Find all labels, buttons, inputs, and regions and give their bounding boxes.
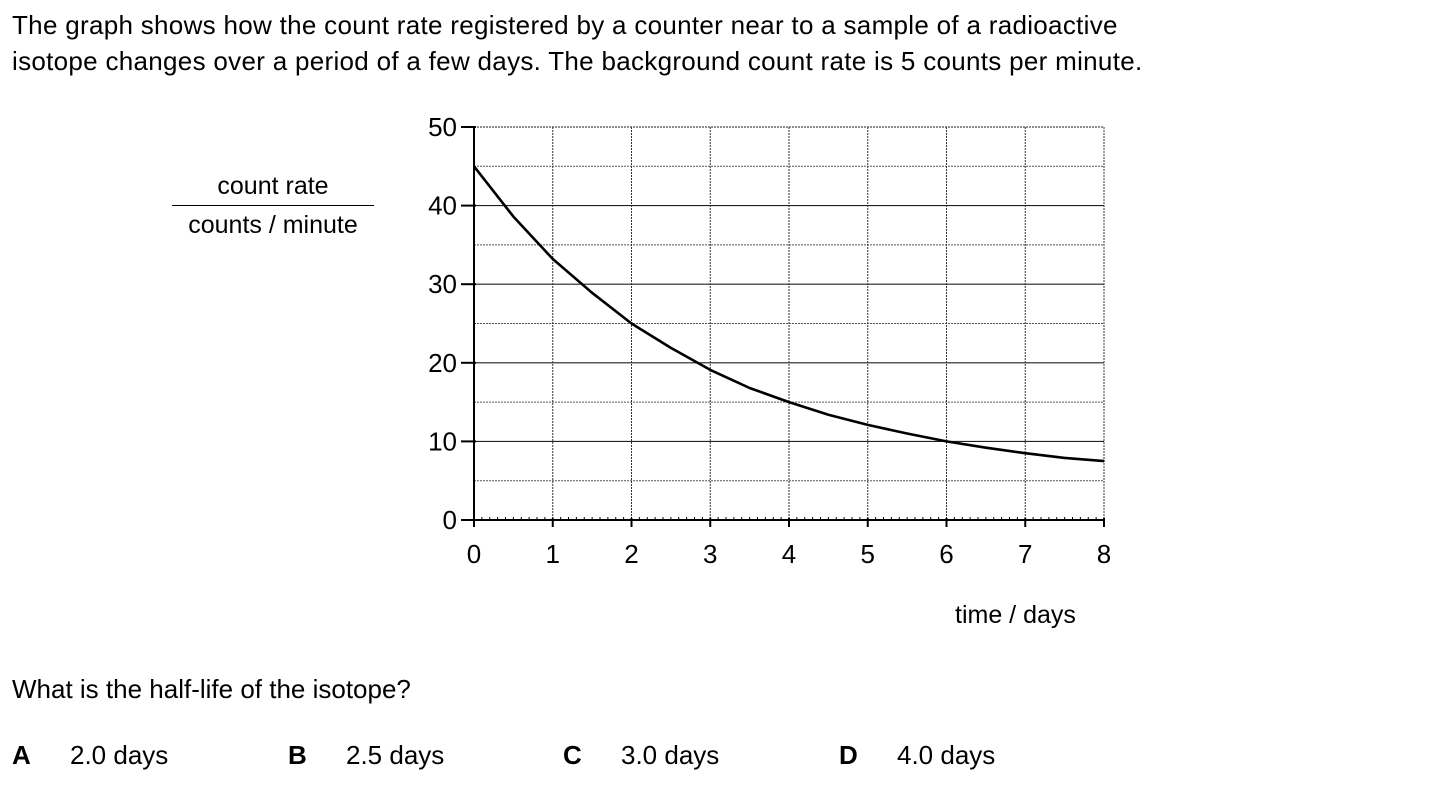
x-tick-label: 0	[467, 539, 481, 569]
x-tick-label: 8	[1097, 539, 1111, 569]
option-b-letter: B	[288, 740, 307, 770]
stem-line-2: isotope changes over a period of a few d…	[12, 46, 1143, 76]
y-axis-label: count rate counts / minute	[168, 170, 378, 241]
curve-data-point	[788, 401, 790, 403]
option-b-text: 2.5 days	[346, 740, 445, 770]
curve-data-point	[630, 322, 633, 325]
curve-data-point	[1103, 460, 1105, 462]
question-text: What is the half-life of the isotope?	[12, 674, 411, 704]
y-tick-label: 30	[428, 269, 457, 299]
question-stem: The graph shows how the count rate regis…	[12, 7, 1412, 79]
curve-data-point	[512, 215, 515, 218]
option-c-text: 3.0 days	[621, 740, 720, 770]
y-tick-label: 10	[428, 426, 457, 456]
stem-line-1: The graph shows how the count rate regis…	[12, 10, 1118, 40]
option-c[interactable]: C 3.0 days	[563, 738, 719, 772]
curve-data-point	[827, 413, 830, 416]
option-d-letter: D	[839, 740, 858, 770]
x-tick-label: 1	[546, 539, 560, 569]
option-d[interactable]: D 4.0 days	[839, 738, 995, 772]
option-a[interactable]: A 2.0 days	[12, 738, 168, 772]
curve-data-point	[748, 387, 751, 389]
curve-data-point	[1024, 452, 1027, 454]
y-tick-label: 50	[428, 112, 457, 142]
y-tick-label: 40	[428, 191, 457, 221]
option-b[interactable]: B 2.5 days	[288, 738, 444, 772]
curve-data-point	[591, 292, 593, 294]
curve-data-point	[709, 369, 712, 371]
curve-data-point	[670, 347, 672, 349]
option-a-letter: A	[12, 740, 31, 770]
y-axis-label-unit: counts / minute	[188, 211, 358, 239]
curve-data-point	[866, 424, 869, 426]
curve-data-point	[906, 432, 908, 435]
x-tick-label: 4	[782, 539, 796, 569]
option-d-text: 4.0 days	[897, 740, 996, 770]
x-tick-label: 5	[861, 539, 875, 569]
option-a-text: 2.0 days	[70, 740, 169, 770]
y-axis-label-fraction-bar	[172, 205, 374, 206]
curve-data-point	[985, 446, 987, 449]
x-axis-label: time / days	[955, 601, 1076, 629]
y-tick-label: 0	[443, 505, 457, 535]
x-tick-label: 6	[939, 539, 953, 569]
option-c-letter: C	[563, 740, 582, 770]
curve-data-point	[945, 440, 948, 443]
x-tick-label: 7	[1018, 539, 1032, 569]
y-tick-label: 20	[428, 348, 457, 378]
curve-data-point	[473, 165, 475, 168]
curve-data-point	[1063, 457, 1066, 459]
x-tick-label: 2	[624, 539, 638, 569]
curve-data-point	[551, 258, 554, 260]
y-axis-label-quantity: count rate	[217, 172, 329, 200]
x-tick-label: 3	[703, 539, 717, 569]
